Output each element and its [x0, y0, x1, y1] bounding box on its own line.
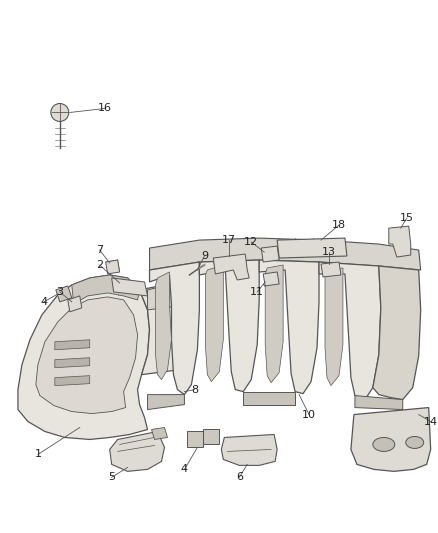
Polygon shape: [152, 427, 167, 440]
Polygon shape: [149, 238, 421, 270]
Polygon shape: [155, 272, 171, 379]
Ellipse shape: [406, 437, 424, 448]
Polygon shape: [205, 265, 223, 382]
Text: 16: 16: [98, 103, 112, 114]
Text: 7: 7: [96, 245, 103, 255]
Polygon shape: [265, 265, 283, 383]
Text: 2: 2: [96, 260, 103, 270]
Polygon shape: [259, 260, 319, 393]
Text: 10: 10: [302, 409, 316, 419]
Polygon shape: [203, 429, 219, 445]
Polygon shape: [106, 260, 120, 274]
Polygon shape: [36, 297, 138, 414]
Text: 11: 11: [250, 287, 264, 297]
Polygon shape: [148, 394, 184, 409]
Text: 9: 9: [201, 251, 208, 261]
Polygon shape: [112, 278, 148, 296]
Circle shape: [51, 103, 69, 122]
Polygon shape: [243, 392, 295, 405]
Ellipse shape: [373, 438, 395, 451]
Text: 4: 4: [181, 464, 188, 474]
Text: 4: 4: [40, 297, 47, 307]
Polygon shape: [277, 238, 347, 258]
Text: 5: 5: [108, 472, 115, 482]
Text: 13: 13: [322, 247, 336, 257]
Polygon shape: [68, 296, 82, 312]
Polygon shape: [56, 286, 72, 302]
Polygon shape: [389, 226, 411, 257]
Polygon shape: [199, 260, 259, 392]
Polygon shape: [373, 266, 421, 400]
Polygon shape: [55, 340, 90, 350]
Polygon shape: [72, 275, 140, 304]
Polygon shape: [55, 358, 90, 368]
Polygon shape: [351, 408, 431, 471]
Polygon shape: [149, 262, 199, 394]
Polygon shape: [55, 376, 90, 386]
Text: 15: 15: [400, 213, 414, 223]
Text: 3: 3: [57, 287, 64, 297]
Text: 18: 18: [332, 220, 346, 230]
Polygon shape: [148, 282, 191, 310]
Polygon shape: [263, 272, 279, 286]
Polygon shape: [140, 282, 189, 375]
Polygon shape: [110, 432, 165, 471]
Polygon shape: [325, 268, 343, 386]
Polygon shape: [321, 262, 341, 277]
Polygon shape: [355, 395, 403, 409]
Text: 8: 8: [191, 385, 198, 394]
Text: 17: 17: [222, 235, 237, 245]
Text: 6: 6: [236, 472, 243, 482]
Text: 1: 1: [35, 449, 41, 459]
Polygon shape: [213, 254, 249, 280]
Polygon shape: [221, 434, 277, 465]
Polygon shape: [187, 432, 203, 447]
Text: 14: 14: [424, 416, 438, 426]
Polygon shape: [319, 262, 381, 400]
Text: 12: 12: [244, 237, 258, 247]
Polygon shape: [18, 275, 149, 440]
Polygon shape: [261, 246, 279, 262]
